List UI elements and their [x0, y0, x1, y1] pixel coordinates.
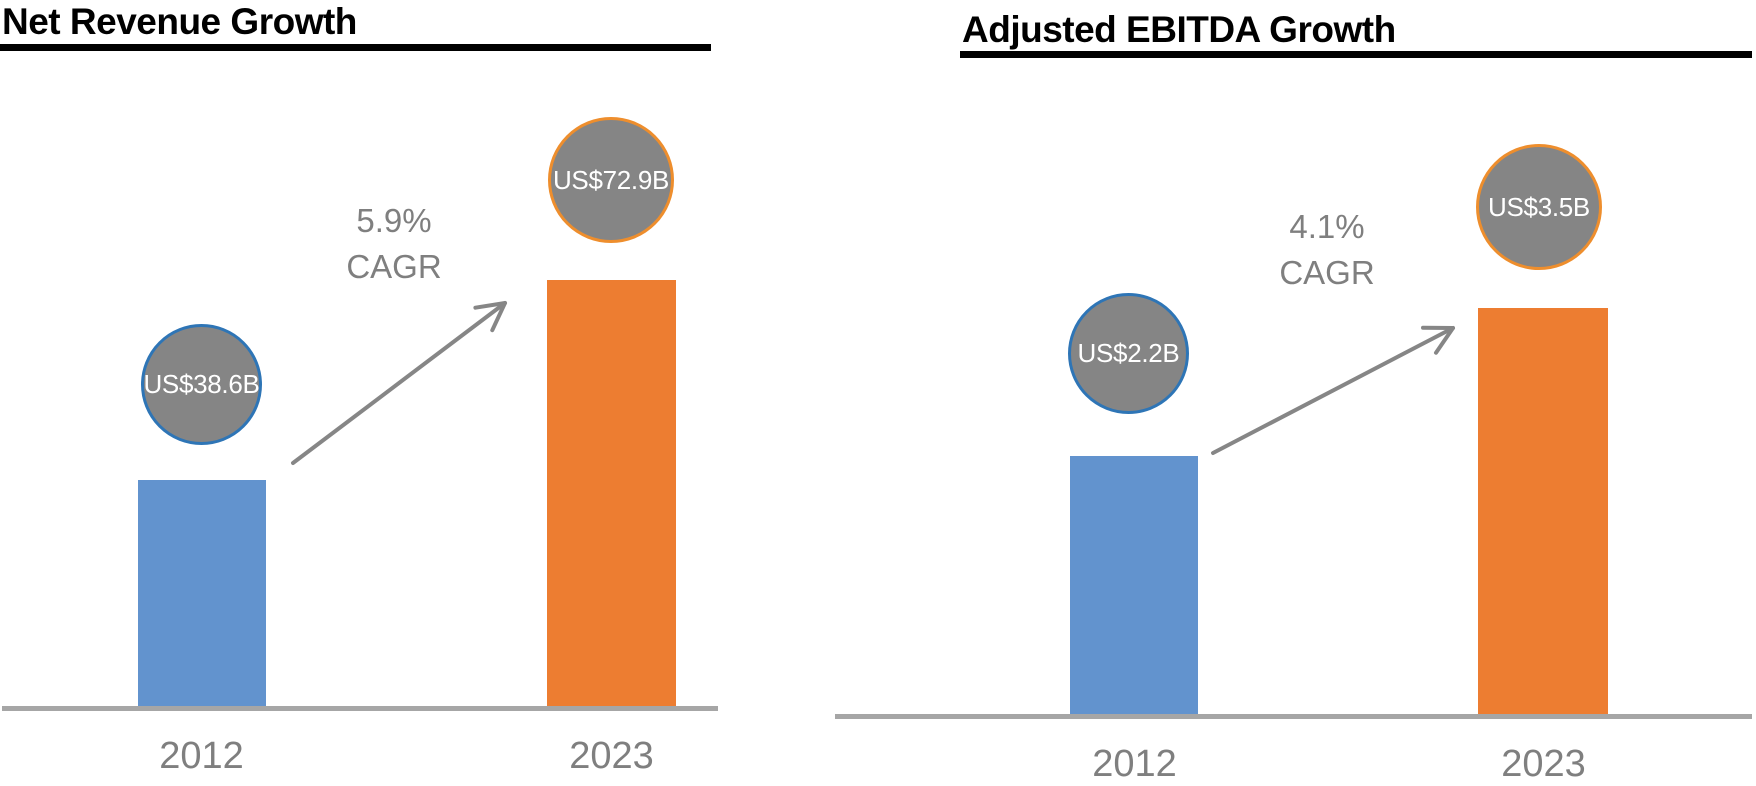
cagr-rate: 4.1% [1289, 208, 1365, 245]
chart-title: Net Revenue Growth [2, 1, 357, 42]
bar-2012-ebitda [1070, 456, 1198, 717]
value-bubble-2023: US$72.9B [548, 117, 674, 243]
title-underline [960, 51, 1752, 58]
value-bubble-2012: US$2.2B [1068, 293, 1189, 414]
x-tick-2023: 2023 [1501, 743, 1586, 785]
x-axis-line [2, 706, 718, 711]
cagr-label: CAGR [1279, 254, 1375, 291]
value-label: US$3.5B [1488, 191, 1590, 222]
x-tick-2012: 2012 [1092, 743, 1177, 785]
x-tick-2023: 2023 [569, 735, 654, 777]
x-tick-2012: 2012 [159, 735, 244, 777]
bar-2023-ebitda [1478, 308, 1608, 717]
bar-2012-net-revenue [138, 480, 266, 710]
growth-arrow-icon [291, 301, 507, 465]
value-label: US$2.2B [1077, 338, 1180, 368]
cagr-label: CAGR [346, 248, 442, 285]
chart-title: Adjusted EBITDA Growth [962, 9, 1396, 50]
value-label: US$38.6B [143, 369, 260, 399]
title-underline [0, 44, 711, 51]
x-axis-line [835, 714, 1752, 719]
bar-2023-net-revenue [547, 280, 676, 710]
value-label: US$72.9B [552, 164, 670, 195]
cagr-rate: 5.9% [356, 202, 432, 239]
growth-arrow-icon [1211, 325, 1455, 455]
value-bubble-2023: US$3.5B [1476, 144, 1602, 270]
value-bubble-2012: US$38.6B [141, 324, 262, 445]
cagr-annotation: 4.1% CAGR [1242, 204, 1412, 296]
cagr-annotation: 5.9% CAGR [309, 198, 479, 290]
